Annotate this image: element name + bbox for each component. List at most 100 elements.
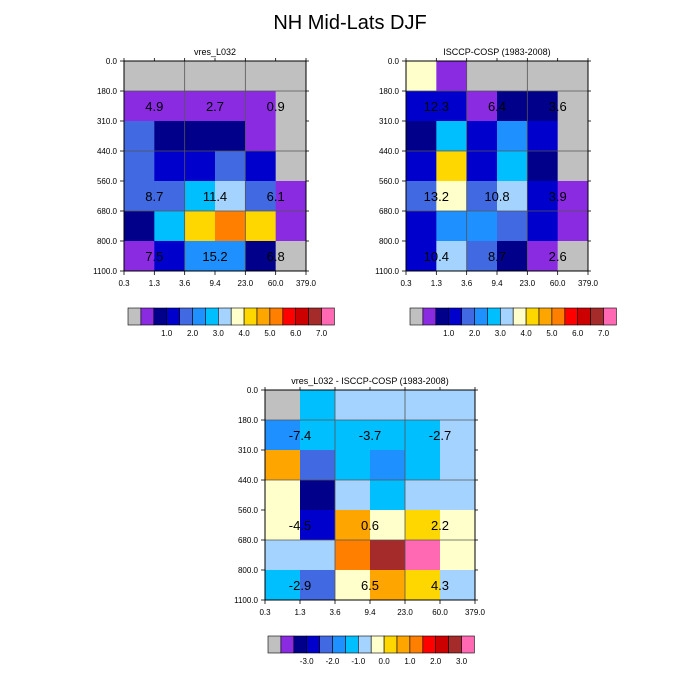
y-tick-label: 560.0 (97, 177, 118, 186)
heatmap-cell (215, 240, 246, 272)
heatmap-cell (440, 569, 476, 601)
cell-value-label: 10.8 (484, 189, 509, 204)
heatmap-cell (466, 151, 498, 182)
heatmap-cell (405, 449, 441, 481)
y-tick-label: 310.0 (97, 117, 118, 126)
colorbar-box (448, 635, 462, 654)
colorbar-label: 3.0 (456, 657, 468, 666)
heatmap-cell (184, 61, 216, 92)
heatmap-cell (184, 180, 216, 212)
panel-title: ISCCP-COSP (1983-2008) (443, 47, 550, 57)
heatmap-cell (436, 91, 468, 122)
x-tick-label: 1.3 (294, 608, 306, 617)
y-tick-label: 1100.0 (375, 267, 399, 276)
heatmap-cell (557, 151, 589, 182)
y-tick-label: 680.0 (379, 207, 400, 216)
cell-value-label: 15.2 (202, 249, 227, 264)
heatmap-cell (245, 180, 277, 212)
colorbar-box (280, 635, 295, 654)
heatmap-cell (275, 61, 307, 92)
heatmap-cell (497, 91, 528, 122)
x-tick-label: 9.4 (209, 279, 221, 288)
heatmap-cell (335, 509, 371, 541)
heatmap-cell (154, 240, 186, 272)
heatmap-cell (300, 449, 336, 481)
heatmap-cell (557, 211, 589, 242)
colorbar-box (293, 635, 307, 654)
main-title: NH Mid-Lats DJF (273, 12, 427, 34)
cell-value-label: 13.2 (424, 189, 449, 204)
heatmap-cell (124, 91, 155, 122)
heatmap-cell (275, 180, 307, 212)
heatmap-cell (497, 240, 528, 272)
cell-value-label: 6.4 (488, 99, 506, 114)
colorbar-box (435, 307, 449, 326)
heatmap-cell (406, 120, 437, 152)
cell-value-label: 8.7 (145, 189, 163, 204)
x-tick-label: 23.0 (238, 279, 254, 288)
x-tick-label: 60.0 (432, 608, 448, 617)
colorbar-label: 1.0 (404, 657, 416, 666)
x-tick-label: 3.6 (461, 279, 473, 288)
colorbar-label: 3.0 (213, 329, 225, 338)
panel-title: vres_L032 (194, 47, 236, 57)
heatmap-cell (265, 480, 301, 511)
y-tick-label: 800.0 (97, 237, 118, 246)
colorbar-box (551, 307, 566, 326)
heatmap-cell (265, 449, 301, 481)
heatmap-cell (527, 240, 559, 272)
colorbar-box (461, 635, 475, 654)
heatmap-cell (124, 151, 155, 182)
colorbar-box (512, 307, 527, 326)
heatmap-cell (300, 390, 336, 421)
heatmap-cell (265, 540, 301, 571)
heatmap-cell (405, 390, 441, 421)
heatmap-cell (557, 61, 589, 92)
y-tick-label: 0.0 (388, 57, 400, 66)
y-tick-label: 1100.0 (234, 596, 258, 605)
heatmap-cell (527, 151, 559, 182)
colorbar-box (205, 307, 219, 326)
cell-value-label: -2.9 (289, 578, 311, 593)
heatmap-cell (405, 480, 441, 511)
heatmap-cell (154, 151, 186, 182)
y-tick-label: 800.0 (238, 566, 259, 575)
cell-value-label: 6.1 (267, 189, 285, 204)
cell-value-label: 11.4 (203, 189, 227, 204)
y-tick-label: 440.0 (379, 147, 400, 156)
heatmap-cell (215, 211, 246, 242)
heatmap-cell (215, 151, 246, 182)
heatmap-cell (335, 449, 371, 481)
heatmap-cell (154, 211, 186, 242)
colorbar-box (487, 307, 501, 326)
heatmap-cell (335, 390, 371, 421)
x-tick-label: 0.3 (118, 279, 130, 288)
colorbar-box (383, 635, 398, 654)
cell-value-label: -3.7 (359, 428, 381, 443)
colorbar-label: 4.0 (521, 329, 533, 338)
heatmap-cell (497, 61, 528, 92)
colorbar-label: 5.0 (546, 329, 558, 338)
heatmap-cell (124, 240, 155, 272)
y-tick-label: 180.0 (238, 416, 259, 425)
colorbar-label: 5.0 (264, 329, 276, 338)
x-tick-label: 379.0 (578, 279, 599, 288)
heatmap-cell (300, 569, 336, 601)
colorbar-box (256, 307, 271, 326)
heatmap-cell (275, 240, 307, 272)
heatmap-cell (184, 120, 216, 152)
colorbar-box (422, 307, 437, 326)
colorbar-box (230, 307, 245, 326)
colorbar-box (166, 307, 180, 326)
heatmap-cell (405, 540, 441, 571)
colorbar-box (357, 635, 372, 654)
heatmap-cell (154, 120, 186, 152)
heatmap-cell (406, 240, 437, 272)
colorbar-label: -2.0 (326, 657, 340, 666)
colorbar-box (525, 307, 540, 326)
heatmap-cell (440, 390, 476, 421)
y-tick-label: 0.0 (106, 57, 118, 66)
heatmap-cell (436, 211, 468, 242)
heatmap-cell (154, 180, 186, 212)
heatmap-cell (184, 91, 216, 122)
